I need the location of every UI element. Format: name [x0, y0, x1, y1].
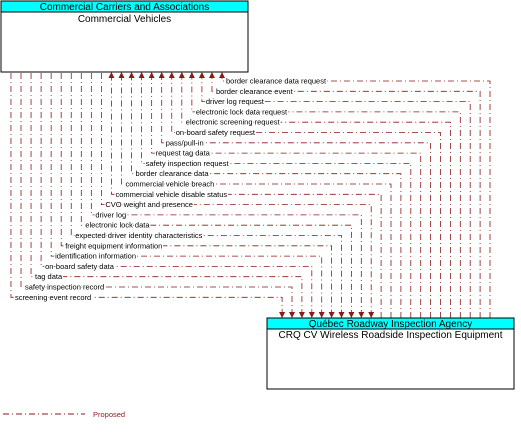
flow-label: electronic lock data request	[196, 107, 288, 116]
flow-label: safety inspection record	[25, 283, 104, 292]
flow-line	[148, 72, 422, 318]
node-label-wrap: CRQ CV Wireless Roadside Inspection Equi…	[278, 330, 503, 341]
flow-label: border clearance data	[136, 169, 210, 178]
node-label: Commercial Vehicles	[78, 14, 171, 25]
flow-line	[60, 73, 335, 318]
flow-label: pass/pull-in	[166, 138, 204, 147]
flow-line	[101, 73, 375, 318]
node-header: Commercial Carriers and Associations	[40, 2, 210, 13]
node-header-band	[0, 0, 249, 13]
flow-line	[108, 72, 382, 318]
flow-line	[178, 72, 451, 318]
node-label: CRQ CV Wireless Roadside Inspection Equi…	[278, 330, 503, 341]
legend-label: Proposed	[93, 410, 125, 419]
flow-label: driver log	[95, 210, 126, 219]
flow-label: identification information	[55, 252, 136, 261]
flow-line	[198, 72, 471, 318]
flow-label: safety inspection request	[146, 159, 230, 168]
flow-label: driver log request	[206, 97, 265, 106]
node-box	[0, 0, 249, 73]
flow-line	[50, 73, 325, 318]
flow-line	[20, 73, 295, 318]
flow-label: screening event record	[15, 293, 91, 302]
flow-line	[158, 72, 431, 318]
flow-label: border clearance event	[216, 87, 294, 96]
flow-line	[208, 72, 481, 318]
flow-label: expected driver identity characteristics	[75, 231, 202, 240]
flow-line	[128, 72, 402, 318]
flow-label: CVO weight and presence	[105, 200, 193, 209]
node-box	[266, 317, 515, 390]
flow-line	[40, 73, 315, 318]
flow-label: on-board safety request	[176, 128, 256, 137]
flow-label: tag data	[35, 272, 63, 281]
flow-label: border clearance data request	[226, 77, 327, 86]
flow-label: request tag data	[156, 149, 211, 158]
flow-label: electronic screening request	[186, 118, 281, 127]
flow-line	[168, 72, 441, 318]
node-header: Québec Roadway Inspection Agency	[309, 319, 472, 330]
flow-line	[219, 72, 491, 318]
flow-label: freight equipment information	[65, 241, 162, 250]
flow-label: electronic lock data	[85, 221, 150, 230]
flow-line	[118, 72, 392, 318]
node-header-band	[266, 317, 515, 330]
node-top: Commercial Carriers and Associations Com…	[0, 0, 249, 73]
flow-label: commercial vehicle disable status	[115, 190, 227, 199]
flow-line	[30, 73, 305, 318]
flow-line	[70, 73, 345, 318]
flow-line	[188, 72, 461, 318]
flow-label: on-board safety data	[45, 262, 115, 271]
flow-label: commercial vehicle breach	[126, 180, 215, 189]
flow-line	[90, 73, 365, 318]
flow-line	[80, 73, 355, 318]
node-bottom: Québec Roadway Inspection Agency CRQ CV …	[266, 317, 515, 390]
flow-line	[138, 72, 412, 318]
